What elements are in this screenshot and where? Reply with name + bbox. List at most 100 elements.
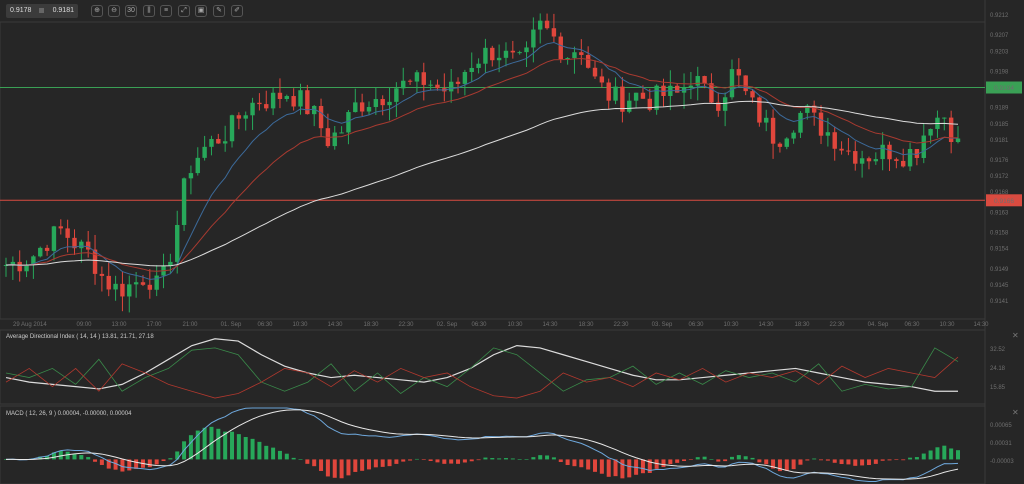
macd-histogram-bar	[791, 459, 796, 470]
x-tick-label: 14:30	[327, 322, 343, 328]
macd-histogram-bar	[442, 459, 447, 464]
candle-body	[544, 20, 550, 29]
ask-price: 0.9181	[52, 7, 74, 14]
candle-body	[387, 101, 392, 106]
candle-body	[401, 80, 406, 89]
candle-body	[585, 54, 591, 68]
candle-body	[209, 138, 214, 147]
candle-body	[579, 52, 584, 55]
candle-body	[880, 144, 885, 160]
candle-body	[688, 85, 694, 87]
adx-line	[5, 338, 958, 392]
candle-body	[414, 72, 420, 82]
candle-body	[312, 105, 317, 115]
macd-tick-label: 0.00065	[990, 423, 1012, 429]
macd-histogram-bar	[551, 457, 556, 460]
x-tick-label: 01. Sep	[221, 322, 242, 328]
macd-histogram-bar	[524, 459, 529, 460]
candle-body	[565, 57, 570, 59]
adx-line	[5, 356, 959, 399]
candle-body	[10, 261, 16, 265]
candle-body	[318, 105, 324, 129]
candle-body	[85, 241, 91, 250]
macd-histogram-bar	[579, 459, 584, 468]
macd-tick-label: -0.00003	[990, 459, 1014, 465]
macd-histogram-bar	[51, 452, 56, 460]
macd-histogram-bar	[798, 459, 803, 465]
macd-histogram-bar	[195, 430, 200, 460]
x-tick-label: 06:30	[257, 322, 273, 328]
macd-histogram-bar	[777, 459, 782, 472]
candle-body	[811, 105, 817, 113]
timeframe-icon[interactable]: 30	[125, 5, 137, 17]
candle-body	[469, 67, 474, 72]
macd-histogram-bar	[462, 459, 467, 463]
macd-histogram-bar	[216, 428, 221, 460]
macd-histogram-bar	[695, 457, 700, 460]
pen-icon[interactable]: ✐	[231, 5, 243, 17]
candle-body	[346, 112, 351, 133]
draw-icon[interactable]: ⤢	[178, 5, 190, 17]
ma-fast-line	[5, 41, 959, 280]
macd-histogram-bar	[65, 451, 70, 460]
macd-histogram-bar	[784, 459, 789, 471]
macd-histogram-bar	[743, 456, 748, 460]
x-tick-label: 03. Sep	[652, 322, 673, 328]
x-tick-label: 18:30	[794, 322, 810, 328]
candle-body	[743, 75, 748, 92]
y-tick-label: 0.9158	[990, 231, 1009, 237]
macd-histogram-bar	[531, 457, 536, 460]
macd-histogram-bar	[545, 455, 550, 460]
candle-body	[38, 247, 43, 257]
macd-histogram-bar	[154, 459, 159, 465]
macd-histogram-bar	[942, 445, 947, 460]
candle-body	[661, 85, 666, 97]
close-adx-icon[interactable]: ✕	[1012, 331, 1019, 340]
macd-histogram-bar	[750, 457, 755, 460]
y-tick-label: 0.9207	[990, 33, 1009, 39]
candle-body	[380, 99, 385, 106]
macd-histogram-bar	[79, 455, 84, 460]
candle-body	[373, 99, 379, 108]
x-tick-label: 02. Sep	[437, 322, 458, 328]
macd-histogram-bar	[298, 459, 303, 460]
candle-body	[887, 144, 892, 160]
macd-histogram-bar	[880, 459, 885, 461]
zoom-out-icon[interactable]: ⊖	[108, 5, 120, 17]
macd-histogram-bar	[435, 459, 440, 463]
candle-body	[627, 100, 632, 112]
macd-histogram-bar	[99, 459, 104, 465]
candle-body	[620, 86, 625, 112]
adx-pane	[0, 329, 986, 405]
x-tick-label: 13:00	[111, 322, 127, 328]
macd-histogram-bar	[873, 459, 878, 464]
indicators-icon[interactable]: ≡	[160, 5, 172, 17]
layers-icon[interactable]: ▣	[195, 5, 207, 17]
adx-tick-label: 15.85	[990, 385, 1006, 391]
close-macd-icon[interactable]: ✕	[1012, 408, 1019, 417]
macd-histogram-bar	[127, 459, 132, 471]
edit-icon[interactable]: ✎	[213, 5, 225, 17]
resistance-price-label: 0.9194	[994, 85, 1014, 92]
macd-histogram-bar	[688, 459, 693, 461]
chart-type-icon[interactable]: ⫼	[143, 5, 155, 17]
candle-body	[524, 47, 529, 53]
chart-toolbar: 0.9178 0.9181 ⊕ ⊖ 30 ⫼ ≡ ⤢ ▣ ✎ ✐	[0, 0, 1024, 22]
macd-histogram-bar	[887, 459, 892, 461]
candle-body	[764, 117, 769, 123]
macd-histogram-bar	[86, 457, 91, 460]
x-tick-label: 21:00	[182, 322, 198, 328]
y-tick-label: 0.9185	[990, 122, 1009, 128]
candle-body	[633, 92, 639, 101]
macd-histogram-bar	[305, 459, 310, 464]
candle-body	[791, 132, 796, 139]
zoom-in-icon[interactable]: ⊕	[91, 5, 103, 17]
macd-line	[5, 407, 959, 482]
candle-body	[359, 102, 365, 112]
candle-body	[736, 69, 742, 76]
macd-histogram-bar	[805, 459, 810, 461]
macd-histogram-bar	[401, 459, 406, 462]
candle-body	[181, 178, 187, 225]
macd-histogram-bar	[901, 459, 906, 461]
